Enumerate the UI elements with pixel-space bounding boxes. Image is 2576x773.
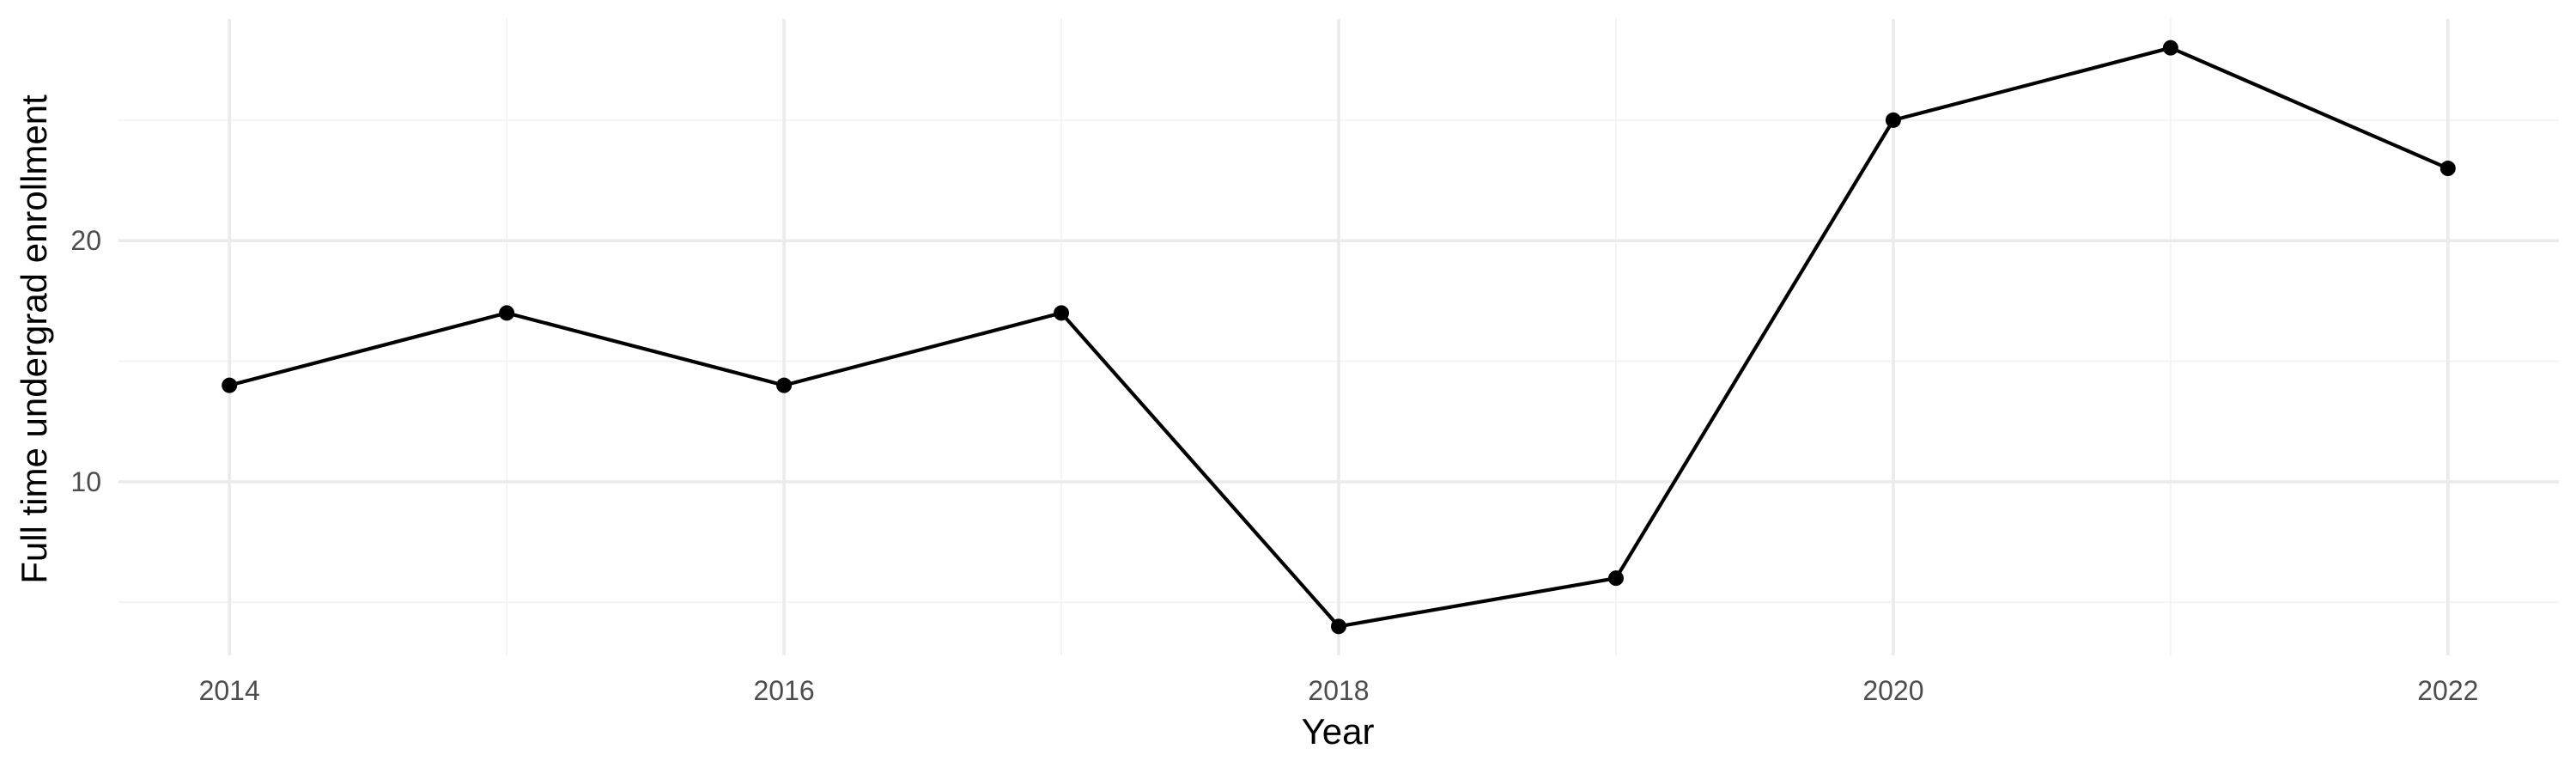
data-point (2162, 40, 2178, 56)
x-tick-label: 2022 (2417, 675, 2478, 706)
y-tick-labels: 10 20 (70, 225, 101, 497)
x-tick-label: 2014 (199, 675, 260, 706)
x-tick-labels: 2014 2016 2018 2020 2022 (199, 675, 2479, 706)
x-axis-title: Year (1302, 711, 1375, 752)
x-tick-label: 2016 (753, 675, 814, 706)
y-tick-label: 20 (70, 225, 101, 256)
y-axis-title: Full time undergrad enrollment (14, 94, 54, 584)
data-point (1054, 305, 1070, 321)
y-tick-label: 10 (70, 466, 101, 497)
data-point (2439, 161, 2456, 177)
data-point (222, 377, 238, 393)
data-point (1885, 112, 1901, 128)
data-point (1331, 618, 1346, 635)
points-layer (222, 40, 2456, 635)
x-tick-label: 2020 (1862, 675, 1923, 706)
data-point (499, 305, 515, 321)
x-tick-label: 2018 (1308, 675, 1369, 706)
data-point (1607, 570, 1624, 587)
data-point (776, 377, 793, 393)
major-gridlines (118, 19, 2559, 655)
